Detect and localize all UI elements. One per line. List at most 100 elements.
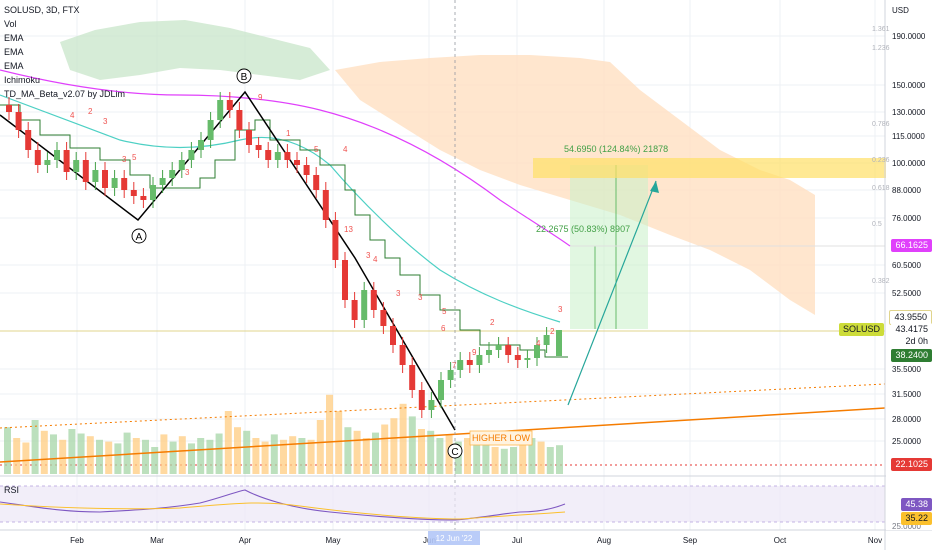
time-axis-label: Jul: [512, 536, 522, 545]
fib-label: 0.236: [872, 157, 890, 164]
volume-bar: [68, 429, 76, 474]
volume-bar: [427, 430, 435, 474]
candle-body: [438, 380, 444, 400]
price-axis-label: 76.0000: [892, 214, 921, 223]
volume-bar: [169, 441, 177, 474]
candle-body: [418, 390, 425, 410]
candle-body: [332, 220, 339, 260]
ichimoku-cloud-green: [60, 20, 330, 80]
td-count: 4: [373, 255, 378, 264]
candle-body: [246, 130, 252, 145]
volume-bar: [234, 427, 241, 474]
volume-bar: [381, 424, 389, 474]
volume-bar: [316, 420, 324, 474]
td-count: 3: [122, 155, 127, 164]
volume-bar: [160, 434, 168, 474]
price-axis-label: 25.0000: [892, 437, 921, 446]
volume-bar: [298, 438, 306, 474]
candle-body: [543, 335, 550, 345]
volume-bars: [4, 394, 563, 474]
price-axis-label: 100.0000: [892, 159, 926, 168]
symbol-title[interactable]: SOLUSD, 3D, FTX: [4, 5, 80, 15]
td-count: 3: [558, 305, 563, 314]
price-axis-label: 31.5000: [892, 390, 921, 399]
candle-body: [207, 120, 214, 140]
indicator-td-ma[interactable]: TD_MA_Beta_v2.07 by JDLim: [4, 89, 126, 99]
target1-label: 54.6950 (124.84%) 21878: [564, 144, 668, 154]
volume-bar: [510, 447, 517, 474]
volume-bar: [307, 439, 315, 474]
td-count: 3: [396, 289, 401, 298]
elliott-wave-abc: [0, 90, 456, 431]
td-count: 1: [286, 129, 291, 138]
volume-bar: [399, 403, 407, 474]
candle-body: [44, 160, 51, 165]
fib-label: 1.361: [872, 26, 890, 33]
candle-body: [274, 152, 281, 160]
candle-body: [169, 170, 176, 178]
candle-body: [188, 150, 195, 160]
volume-bar: [252, 438, 260, 474]
price-axis-label: 35.5000: [892, 365, 921, 374]
td-count: 7: [452, 361, 457, 370]
volume-bar: [178, 436, 186, 474]
fib-label: 0.5: [872, 221, 882, 228]
indicator-ema-3[interactable]: EMA: [4, 61, 24, 71]
rsi-label: RSI: [4, 485, 19, 495]
volume-bar: [132, 438, 140, 474]
trendline-support-orange: [0, 407, 886, 463]
td-count: 13: [344, 225, 353, 234]
candle-body: [15, 112, 22, 130]
td-count: 2: [88, 107, 93, 116]
volume-bar: [353, 430, 361, 474]
tag-ema-pink: 66.1625: [891, 239, 932, 252]
time-axis-label: Sep: [683, 536, 698, 545]
indicator-ema-2[interactable]: EMA: [4, 47, 24, 57]
volume-bar: [197, 438, 205, 474]
time-axis-label: Nov: [868, 536, 882, 545]
tag-symbol: SOLUSD: [838, 323, 884, 336]
volume-bar: [289, 436, 297, 474]
target2-label: 22.2675 (50.83%) 8907: [536, 224, 630, 234]
tag-ema-green: 38.2400: [891, 349, 932, 362]
projection-box-green: [570, 165, 648, 329]
price-axis-bg[interactable]: [886, 0, 932, 530]
tag-rsi-1: 45.38: [901, 498, 932, 511]
volume-bar: [418, 429, 425, 474]
candle-body: [399, 345, 406, 365]
ema-teal: [0, 94, 561, 323]
volume-bar: [280, 439, 287, 474]
volume-bar: [243, 430, 251, 474]
tag-rsi-2: 35.22: [901, 512, 932, 525]
volume-bar: [464, 438, 471, 474]
svg-text:C: C: [451, 447, 458, 458]
volume-bar: [408, 416, 416, 474]
rsi-band: [0, 486, 885, 522]
candle-body: [255, 145, 262, 150]
volume-bar: [546, 447, 554, 474]
wave-label-b: B: [236, 68, 252, 84]
candle-body: [495, 345, 502, 350]
indicator-vol[interactable]: Vol: [4, 19, 17, 29]
candle-body: [534, 345, 540, 358]
volume-bar: [22, 442, 30, 474]
chart-legend[interactable]: SOLUSD, 3D, FTX Vol EMA EMA EMA Ichimoku…: [4, 3, 125, 101]
indicator-ema-1[interactable]: EMA: [4, 33, 24, 43]
svg-text:A: A: [136, 232, 143, 243]
projection-arrow: [567, 180, 657, 406]
wave-label-a: A: [131, 228, 147, 244]
volume-bar: [151, 447, 159, 474]
price-axis-label: 52.5000: [892, 289, 921, 298]
indicator-ichimoku[interactable]: Ichimoku: [4, 75, 41, 85]
volume-bar: [473, 439, 481, 474]
volume-bar: [215, 433, 223, 474]
target-zone: [533, 158, 886, 178]
volume-bar: [482, 443, 490, 474]
candle-body: [121, 178, 128, 190]
candle-body: [294, 160, 300, 165]
volume-bar: [114, 443, 122, 474]
volume-bar: [224, 411, 232, 474]
volume-bar: [556, 445, 563, 474]
